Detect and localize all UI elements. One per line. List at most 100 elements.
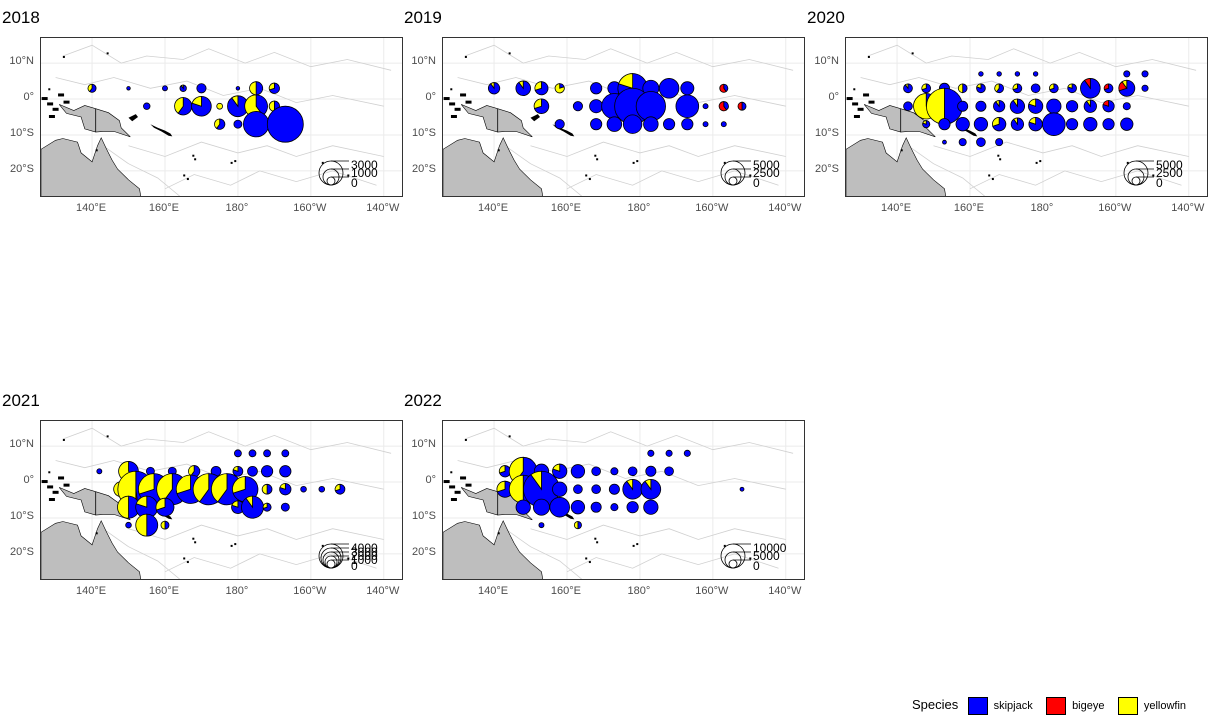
catch-pie	[590, 118, 603, 131]
land-island	[95, 149, 98, 152]
catch-pie	[179, 84, 187, 92]
lat-tick-label: 10°S	[10, 126, 34, 139]
land-island	[465, 100, 472, 104]
land-island	[868, 100, 875, 104]
land-island	[588, 178, 591, 181]
catch-pie	[318, 485, 326, 493]
land-island	[596, 158, 599, 161]
lat-tick-label: 20°S	[10, 162, 34, 175]
land-new-guinea	[58, 487, 131, 521]
catch-pie	[992, 117, 1007, 132]
catch-pie	[643, 499, 659, 515]
land-island	[443, 97, 450, 101]
lat-tick-label: 10°S	[412, 509, 436, 522]
catch-pie	[260, 465, 274, 478]
land-island	[52, 107, 59, 111]
lon-tick-label: 180°	[627, 202, 651, 214]
land-island	[464, 55, 467, 58]
eez-boundary	[530, 524, 786, 540]
catch-pie	[627, 466, 638, 477]
land-solomons	[150, 124, 173, 137]
catch-pie	[249, 81, 264, 96]
eez-boundary	[907, 145, 985, 196]
catch-pie	[87, 83, 97, 93]
catch-pie	[1046, 98, 1062, 114]
land-island	[723, 544, 726, 547]
catch-pie	[1009, 98, 1025, 114]
size-legend-circle	[320, 547, 342, 569]
catch-pie	[243, 111, 270, 138]
catch-pie	[957, 100, 969, 112]
size-legend-circle	[1131, 176, 1141, 186]
catch-pie	[248, 449, 257, 458]
map-area: 10000 5000 0	[442, 420, 805, 580]
size-legend-circle	[326, 176, 336, 186]
catch-pie	[1102, 118, 1115, 131]
lon-tick-label: 140°W	[366, 585, 400, 597]
catch-pie	[214, 118, 226, 130]
land-island	[194, 158, 197, 161]
land-island	[449, 102, 456, 106]
size-legend-label: 1000	[351, 553, 378, 567]
map-area: 4000 3000 2000 1000 0	[40, 420, 403, 580]
land-island	[867, 55, 870, 58]
land-island	[48, 115, 55, 118]
legend-label-bigeye: bigeye	[1072, 700, 1105, 712]
catch-pie	[573, 484, 583, 495]
catch-pie	[903, 101, 913, 112]
land-island	[749, 174, 752, 177]
catch-pie	[591, 466, 601, 477]
catch-pie	[1028, 98, 1044, 114]
land-new-guinea	[863, 104, 936, 138]
land-island	[41, 97, 48, 101]
catch-pie	[610, 467, 619, 476]
catch-pie	[279, 483, 292, 496]
land-island	[192, 154, 195, 157]
land-island	[465, 483, 472, 487]
land-island	[988, 174, 991, 177]
lon-tick-label: 140°E	[478, 202, 509, 214]
catch-pie	[155, 497, 175, 517]
land-island	[63, 483, 70, 487]
eez-boundary	[55, 460, 384, 490]
land-island	[1035, 161, 1038, 164]
catch-pie	[552, 481, 568, 497]
catch-pie	[234, 449, 242, 458]
eez-boundary	[55, 77, 384, 107]
size-legend-label: 2500	[1156, 166, 1183, 180]
catch-pie	[975, 100, 987, 112]
eez-boundary	[102, 145, 180, 196]
land-island	[106, 435, 109, 438]
land-island	[723, 161, 726, 164]
catch-pie	[1102, 100, 1115, 113]
lon-tick-label: 140°W	[768, 585, 802, 597]
catch-pie	[1103, 83, 1114, 94]
size-legend-label: 5000	[753, 549, 780, 563]
catch-pie	[702, 121, 709, 128]
land-island	[999, 158, 1002, 161]
catch-pie	[996, 71, 1002, 77]
map-panel-2018: 2018 10°N 0° 10°S 20°S 140°E 160°E 180° 160°W 140…	[0, 0, 405, 220]
eez-boundary	[566, 170, 779, 190]
lon-tick-label: 160°E	[550, 585, 582, 597]
land-island	[183, 174, 186, 177]
eez-boundary	[464, 427, 794, 454]
catch-pie	[994, 83, 1004, 94]
land-new-guinea	[460, 487, 533, 521]
map-panel-2021: 2021 10°N 0° 10°S 20°S 140°E 160°E 180° 160°W 140…	[0, 383, 405, 603]
catch-pie	[241, 495, 264, 519]
catch-pie	[263, 449, 271, 458]
catch-pie	[279, 465, 292, 478]
catch-pie	[1122, 102, 1131, 111]
land-island	[347, 557, 350, 560]
lon-tick-label: 140°E	[881, 202, 912, 214]
land-island	[585, 557, 588, 560]
eez-boundary	[867, 44, 1197, 71]
panel-title: 2018	[2, 8, 40, 27]
lon-tick-label: 160°W	[695, 585, 729, 597]
land-island	[852, 102, 859, 106]
size-legend-label: 2000	[351, 549, 378, 563]
catch-pie	[1042, 112, 1066, 136]
